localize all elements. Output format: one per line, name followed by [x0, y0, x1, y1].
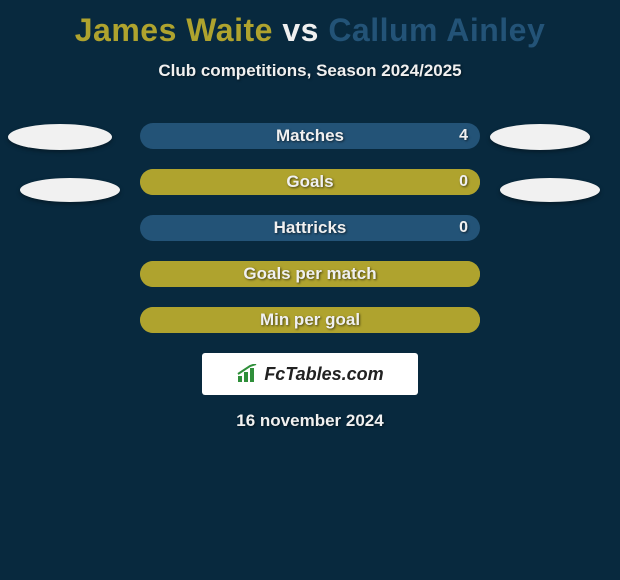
stat-label: Matches — [140, 123, 480, 149]
stat-value-right: 0 — [459, 169, 468, 195]
stat-row: Goals per match — [0, 261, 620, 287]
decorative-ellipse — [20, 178, 120, 202]
comparison-infographic: James Waite vs Callum Ainley Club compet… — [0, 0, 620, 580]
stat-label: Goals — [140, 169, 480, 195]
player2-name: Callum Ainley — [328, 12, 545, 48]
stat-value-right: 0 — [459, 215, 468, 241]
stat-value-right: 4 — [459, 123, 468, 149]
stat-bar: Goals per match — [140, 261, 480, 287]
stat-bar: Goals0 — [140, 169, 480, 195]
brand-logo: FcTables.com — [202, 353, 418, 395]
decorative-ellipse — [490, 124, 590, 150]
stats-rows: Matches4Goals0Hattricks0Goals per matchM… — [0, 123, 620, 333]
stat-label: Min per goal — [140, 307, 480, 333]
stat-bar: Min per goal — [140, 307, 480, 333]
vs-label: vs — [282, 12, 319, 48]
player1-name: James Waite — [75, 12, 273, 48]
stat-row: Hattricks0 — [0, 215, 620, 241]
stat-bar: Matches4 — [140, 123, 480, 149]
decorative-ellipse — [500, 178, 600, 202]
chart-icon — [236, 364, 260, 384]
date-label: 16 november 2024 — [0, 411, 620, 431]
page-title: James Waite vs Callum Ainley — [0, 0, 620, 49]
stat-row: Min per goal — [0, 307, 620, 333]
brand-text: FcTables.com — [264, 364, 383, 385]
subtitle: Club competitions, Season 2024/2025 — [0, 61, 620, 81]
stat-bar: Hattricks0 — [140, 215, 480, 241]
decorative-ellipse — [8, 124, 112, 150]
stat-label: Hattricks — [140, 215, 480, 241]
stat-label: Goals per match — [140, 261, 480, 287]
